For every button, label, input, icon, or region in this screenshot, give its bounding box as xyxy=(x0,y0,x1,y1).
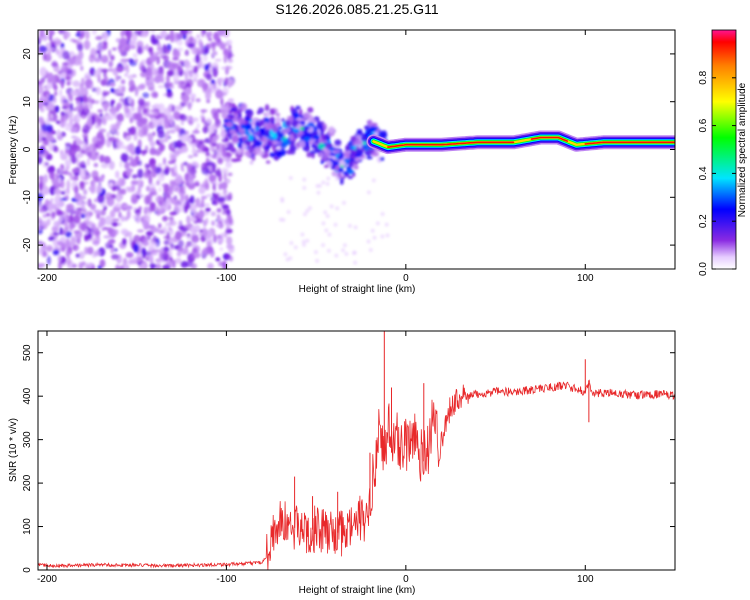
spectrogram-x-tick-label-2: 0 xyxy=(403,273,409,284)
snr-y-tick-label-4: 400 xyxy=(22,387,33,404)
snr-y-tick-label-1: 100 xyxy=(22,518,33,535)
snr-x-ticks: -200 -100 0 100 xyxy=(37,331,594,585)
spectrogram-image xyxy=(38,30,675,269)
spectrogram-y-tick-label-0: -20 xyxy=(22,237,33,252)
snr-y-tick-label-2: 200 xyxy=(22,474,33,491)
snr-x-label: Height of straight line (km) xyxy=(299,585,416,596)
snr-x-tick-label-0: -200 xyxy=(37,574,57,585)
snr-y-tick-label-0: 0 xyxy=(22,567,33,573)
spectrogram-y-tick-label-2: 0 xyxy=(22,146,33,152)
colorbar-label: Normalized spectral amplitude xyxy=(737,82,748,217)
spectrogram-y-label: Frequency (Hz) xyxy=(8,116,19,185)
colorbar-gradient xyxy=(711,29,737,270)
snr-y-label: SNR (10 * v/v) xyxy=(8,418,19,482)
snr-y-tick-label-5: 500 xyxy=(22,344,33,361)
signal-core-2 xyxy=(584,141,675,145)
snr-y-ticks: 0 100 200 300 400 500 xyxy=(22,344,675,573)
spectrogram-transition xyxy=(223,98,390,265)
spectrogram-x-tick-label-1: -100 xyxy=(216,273,236,284)
spectrogram-noise xyxy=(38,30,236,269)
colorbar-tick-label-4: 0.8 xyxy=(698,70,709,84)
spectrogram-x-tick-label-0: -200 xyxy=(37,273,57,284)
snr-x-tick-label-1: -100 xyxy=(216,574,236,585)
snr-y-tick-label-3: 300 xyxy=(22,431,33,448)
colorbar-tick-label-2: 0.4 xyxy=(698,166,709,180)
spectrogram-y-tick-label-4: 20 xyxy=(22,48,33,60)
snr-frame xyxy=(37,330,676,571)
spectrogram-y-tick-label-1: -10 xyxy=(22,190,33,205)
snr-series-line xyxy=(38,379,675,570)
snr-panel: -200 -100 0 100 0 100 200 300 400 500 Height of … xyxy=(8,330,676,596)
snr-x-tick-label-3: 100 xyxy=(577,574,594,585)
signal-core-1 xyxy=(530,136,569,142)
colorbar: 0.0 0.2 0.4 0.6 0.8 Normalized spectral ampl… xyxy=(698,29,748,276)
colorbar-tick-label-0: 0.0 xyxy=(698,262,709,276)
chart-title: S126.2026.085.21.25.G11 xyxy=(275,1,438,17)
spectrogram-y-tick-label-3: 10 xyxy=(22,96,33,108)
spectrogram-y-ticks: -20 -10 0 10 20 xyxy=(22,48,675,252)
colorbar-ticks: 0.0 0.2 0.4 0.6 0.8 xyxy=(698,70,736,276)
colorbar-tick-label-1: 0.2 xyxy=(698,214,709,228)
spectrogram-x-label: Height of straight line (km) xyxy=(299,284,416,295)
colorbar-tick-label-3: 0.6 xyxy=(698,118,709,132)
spectrogram-x-ticks: -200 -100 0 100 xyxy=(37,30,594,284)
snr-x-tick-label-2: 0 xyxy=(403,574,409,585)
signal-core-0 xyxy=(387,141,515,148)
spectrogram-x-tick-label-3: 100 xyxy=(577,273,594,284)
